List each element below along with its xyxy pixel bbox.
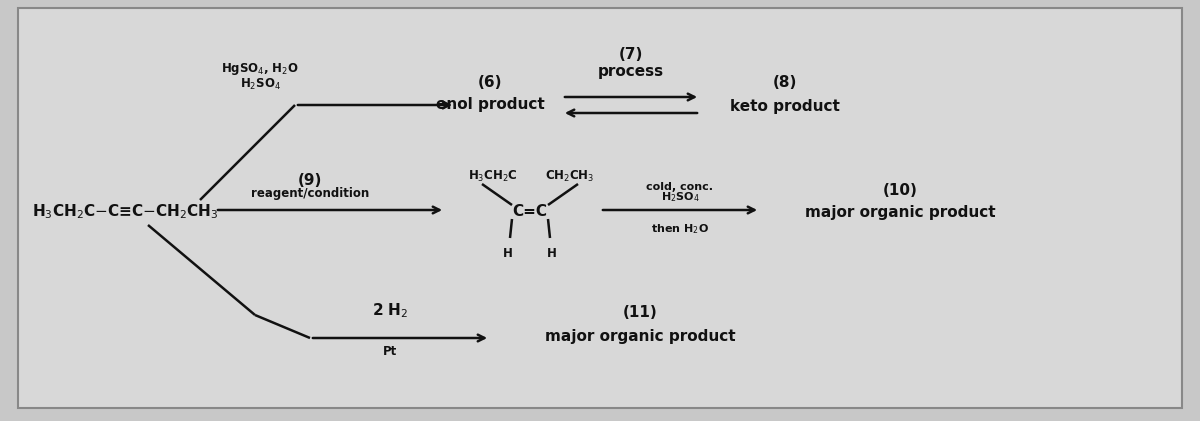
Text: H: H <box>503 247 512 260</box>
Text: H: H <box>547 247 557 260</box>
Text: (7): (7) <box>619 47 643 62</box>
Text: (6): (6) <box>478 75 503 90</box>
Text: enol product: enol product <box>436 98 545 112</box>
Text: H$_2$SO$_4$: H$_2$SO$_4$ <box>661 190 700 204</box>
Text: (11): (11) <box>623 305 658 320</box>
Text: (10): (10) <box>882 183 918 198</box>
Text: H$_3$CH$_2$C: H$_3$CH$_2$C <box>468 169 518 184</box>
FancyBboxPatch shape <box>18 8 1182 408</box>
Text: reagent/condition: reagent/condition <box>251 187 370 200</box>
Text: 2 H$_2$: 2 H$_2$ <box>372 301 408 320</box>
Text: major organic product: major organic product <box>545 330 736 344</box>
Text: H$_2$SO$_4$: H$_2$SO$_4$ <box>240 77 281 92</box>
Text: H$_3$CH$_2$C$-$C≡C$-$CH$_2$CH$_3$: H$_3$CH$_2$C$-$C≡C$-$CH$_2$CH$_3$ <box>32 203 218 221</box>
Text: C=C: C=C <box>512 205 547 219</box>
Text: (8): (8) <box>773 75 797 90</box>
Text: keto product: keto product <box>730 99 840 115</box>
Text: major organic product: major organic product <box>805 205 995 219</box>
Text: then H$_2$O: then H$_2$O <box>650 222 709 236</box>
Text: CH$_2$CH$_3$: CH$_2$CH$_3$ <box>545 169 594 184</box>
Text: Pt: Pt <box>383 345 397 358</box>
Text: cold, conc.: cold, conc. <box>647 182 714 192</box>
Text: (9): (9) <box>298 173 322 188</box>
Text: HgSO$_4$, H$_2$O: HgSO$_4$, H$_2$O <box>221 61 299 77</box>
Text: process: process <box>598 64 664 79</box>
